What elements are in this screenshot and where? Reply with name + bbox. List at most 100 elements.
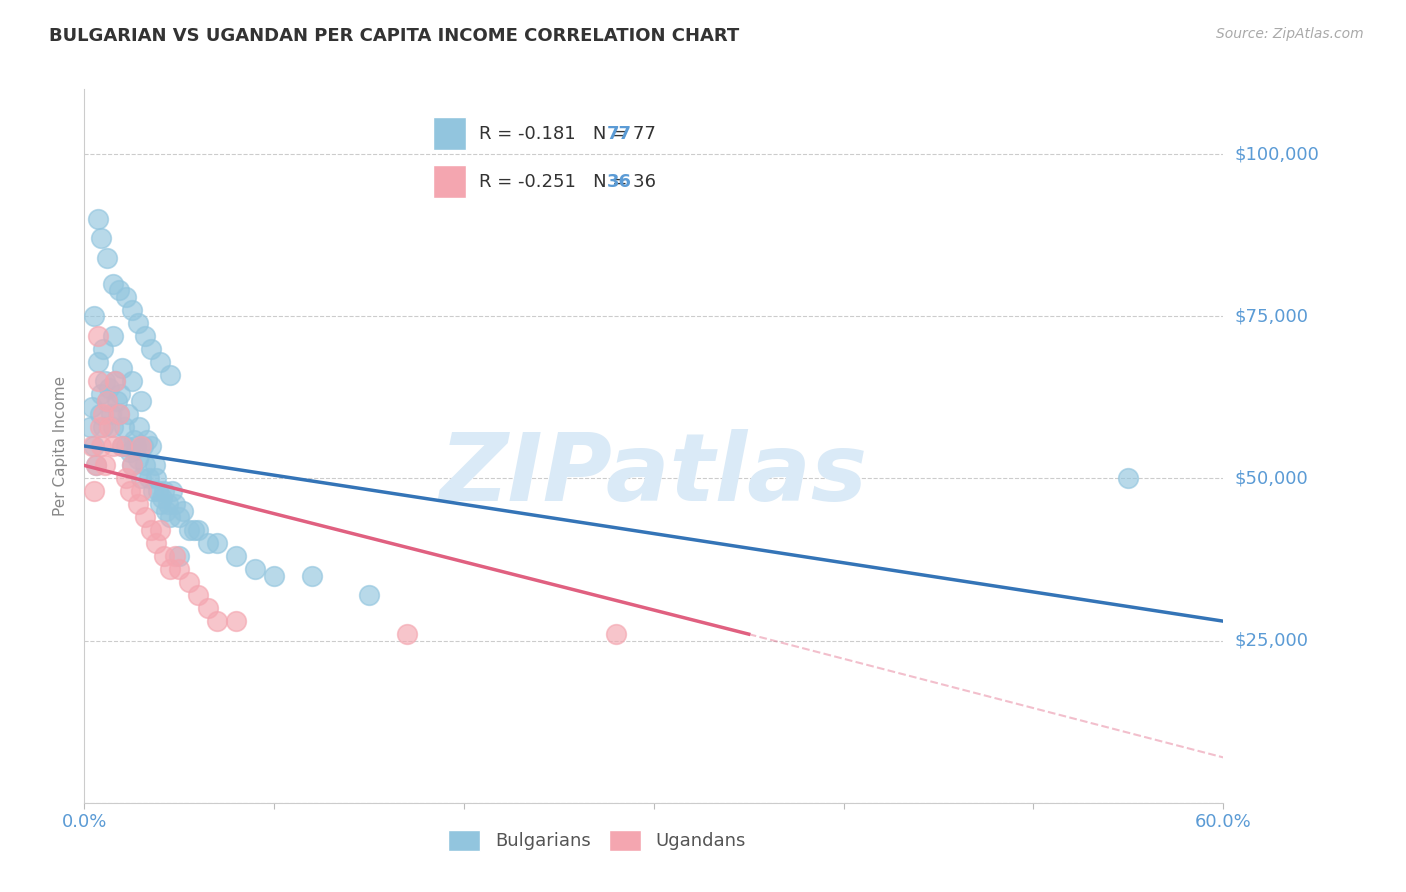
- Point: [89, 419, 111, 434]
- Point: [93, 407, 115, 421]
- Point: [121, 374, 143, 388]
- Point: [396, 627, 419, 641]
- Point: [101, 419, 124, 434]
- Point: [149, 524, 172, 538]
- Point: [131, 471, 153, 485]
- Point: [127, 452, 149, 467]
- Point: [187, 524, 209, 538]
- Point: [138, 471, 160, 485]
- Point: [160, 484, 183, 499]
- Point: [153, 484, 176, 499]
- Point: [83, 484, 105, 499]
- Point: [245, 562, 267, 576]
- Point: [139, 524, 162, 538]
- Point: [94, 458, 117, 473]
- Point: [139, 439, 162, 453]
- Point: [131, 484, 153, 499]
- Point: [159, 562, 181, 576]
- Point: [605, 627, 627, 641]
- Point: [111, 361, 134, 376]
- Point: [110, 387, 132, 401]
- Point: [145, 471, 167, 485]
- Point: [207, 536, 229, 550]
- Point: [115, 439, 138, 453]
- Point: [94, 374, 117, 388]
- Point: [96, 251, 118, 265]
- Point: [169, 549, 191, 564]
- Point: [145, 536, 167, 550]
- Point: [225, 614, 247, 628]
- Point: [98, 419, 121, 434]
- Point: [149, 497, 172, 511]
- Point: [104, 374, 127, 388]
- Point: [134, 510, 156, 524]
- Point: [131, 393, 153, 408]
- Text: BULGARIAN VS UGANDAN PER CAPITA INCOME CORRELATION CHART: BULGARIAN VS UGANDAN PER CAPITA INCOME C…: [49, 27, 740, 45]
- Point: [105, 393, 128, 408]
- Point: [80, 400, 103, 414]
- Point: [111, 439, 134, 453]
- Point: [121, 458, 143, 473]
- Point: [197, 601, 219, 615]
- Point: [118, 484, 141, 499]
- Point: [127, 497, 149, 511]
- Point: [169, 562, 191, 576]
- Point: [121, 302, 143, 317]
- Legend: Bulgarians, Ugandans: Bulgarians, Ugandans: [440, 822, 754, 858]
- Point: [79, 419, 101, 434]
- Point: [93, 342, 115, 356]
- Point: [132, 439, 155, 453]
- Point: [101, 277, 124, 291]
- Point: [131, 439, 153, 453]
- Point: [89, 407, 111, 421]
- Point: [139, 342, 162, 356]
- Text: $100,000: $100,000: [1234, 145, 1319, 163]
- Point: [128, 419, 150, 434]
- Point: [83, 439, 105, 453]
- Point: [84, 458, 107, 473]
- Point: [98, 381, 121, 395]
- Point: [80, 439, 103, 453]
- Point: [148, 484, 170, 499]
- Point: [207, 614, 229, 628]
- Point: [263, 568, 285, 582]
- Point: [124, 439, 146, 453]
- Point: [150, 491, 173, 505]
- Point: [101, 439, 124, 453]
- Point: [104, 374, 127, 388]
- Point: [183, 524, 205, 538]
- Point: [111, 439, 134, 453]
- Point: [90, 439, 112, 453]
- Point: [165, 497, 187, 511]
- Point: [107, 283, 129, 297]
- Point: [115, 290, 138, 304]
- Point: [169, 510, 191, 524]
- Point: [172, 504, 194, 518]
- Point: [121, 458, 143, 473]
- Point: [86, 374, 108, 388]
- Text: ZIPatlas: ZIPatlas: [440, 428, 868, 521]
- Point: [149, 354, 172, 368]
- Y-axis label: Per Capita Income: Per Capita Income: [52, 376, 67, 516]
- Point: [86, 328, 108, 343]
- Text: Source: ZipAtlas.com: Source: ZipAtlas.com: [1216, 27, 1364, 41]
- Point: [159, 368, 181, 382]
- Point: [101, 328, 124, 343]
- Point: [112, 419, 135, 434]
- Text: $50,000: $50,000: [1234, 469, 1308, 487]
- Point: [117, 407, 139, 421]
- Point: [127, 316, 149, 330]
- Point: [100, 407, 122, 421]
- Point: [156, 497, 179, 511]
- Point: [159, 510, 181, 524]
- Point: [187, 588, 209, 602]
- Point: [84, 458, 107, 473]
- Point: [134, 328, 156, 343]
- Point: [177, 575, 200, 590]
- Point: [107, 407, 129, 421]
- Point: [177, 524, 200, 538]
- Text: $75,000: $75,000: [1234, 307, 1309, 326]
- Point: [90, 231, 112, 245]
- Point: [1118, 471, 1140, 485]
- Point: [96, 393, 118, 408]
